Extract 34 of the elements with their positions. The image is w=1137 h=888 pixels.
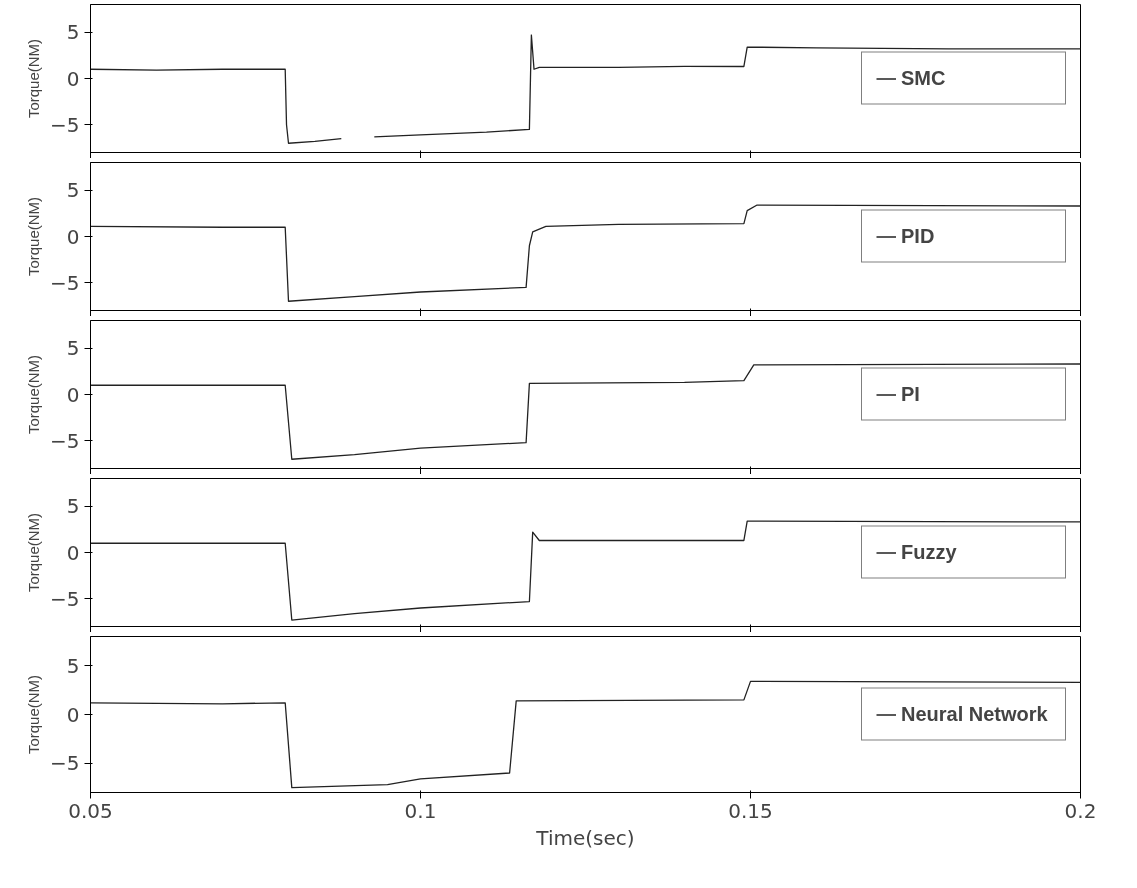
legend-label: Neural Network <box>901 702 1049 726</box>
y-tick-label: 5 <box>66 178 80 203</box>
y-axis-title: Torque(NM) <box>25 38 43 119</box>
x-tick-label: 0.05 <box>68 798 113 823</box>
y-tick-label: −5 <box>50 586 80 611</box>
y-tick-label: 5 <box>66 653 80 678</box>
y-tick-label: 0 <box>66 702 80 727</box>
x-axis-title: Time(sec) <box>535 825 635 850</box>
line-series <box>90 680 1081 789</box>
y-axis-title: Torque(NM) <box>25 674 43 755</box>
y-axis-title: Torque(NM) <box>25 354 43 435</box>
y-tick-label: 5 <box>66 336 80 361</box>
legend-label: Fuzzy <box>901 540 958 564</box>
x-tick-label: 0.1 <box>404 798 437 823</box>
y-tick-label: 0 <box>66 224 80 249</box>
legend-label: PI <box>901 382 921 406</box>
legend-label: PID <box>901 224 936 248</box>
y-tick-label: 0 <box>66 382 80 407</box>
x-tick-label: 0.15 <box>728 798 773 823</box>
line-series <box>90 204 1081 302</box>
y-tick-label: 5 <box>66 20 80 45</box>
y-tick-label: −5 <box>50 270 80 295</box>
x-tick-label: 0.2 <box>1064 798 1097 823</box>
y-tick-label: 0 <box>66 540 80 565</box>
y-axis-title: Torque(NM) <box>25 512 43 593</box>
y-tick-label: 5 <box>66 494 80 519</box>
line-series <box>90 520 1081 621</box>
legend-label: SMC <box>901 66 947 90</box>
y-tick-label: −5 <box>50 428 80 453</box>
y-axis-title: Torque(NM) <box>25 196 43 277</box>
y-tick-label: −5 <box>50 751 80 776</box>
y-tick-label: 0 <box>66 66 80 91</box>
line-series <box>90 363 1081 460</box>
y-tick-label: −5 <box>50 112 80 137</box>
